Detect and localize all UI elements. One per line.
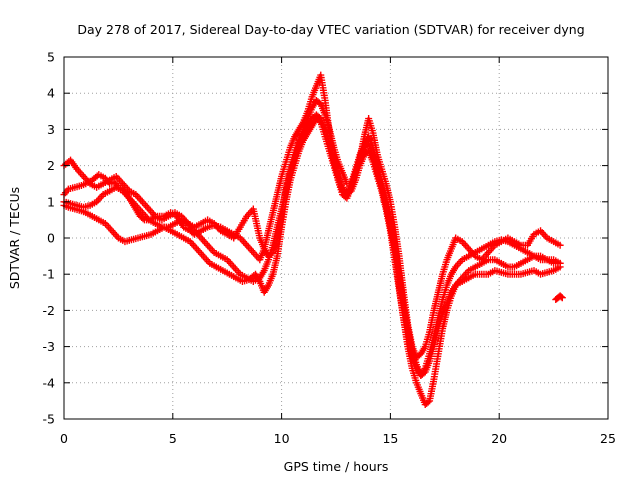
x-tick-label: 15	[382, 431, 398, 446]
x-tick-label: 20	[491, 431, 507, 446]
series-track-4	[60, 96, 564, 361]
data-point-marker	[424, 398, 432, 406]
axis-ticks: 0 5 10 15 20 25 -5 -4 -3 -2 -1 0 1 2 3 4 5	[43, 50, 616, 447]
y-tick-label: 0	[47, 231, 55, 246]
data-points	[60, 71, 566, 409]
grid-lines	[64, 57, 608, 419]
y-tick-label: -5	[43, 412, 55, 427]
data-point-marker	[556, 241, 564, 249]
data-point-marker	[558, 294, 566, 302]
y-tick-label: -2	[43, 303, 55, 318]
y-tick-label: 2	[47, 158, 55, 173]
y-tick-label: -3	[43, 339, 55, 354]
y-axis-label: SDTVAR / TECUs	[7, 187, 22, 289]
y-tick-label: -4	[43, 375, 56, 390]
y-tick-label: 5	[47, 50, 55, 65]
y-tick-label: 1	[47, 194, 55, 209]
y-tick-label: -1	[43, 267, 55, 282]
series-track-5	[552, 292, 566, 304]
data-point-marker	[556, 259, 564, 267]
x-tick-label: 5	[169, 431, 177, 446]
data-point-marker	[557, 293, 565, 301]
x-tick-label: 10	[274, 431, 290, 446]
y-tick-label: 3	[47, 122, 55, 137]
chart-title: Day 278 of 2017, Sidereal Day-to-day VTE…	[77, 22, 584, 37]
data-point-marker	[267, 250, 275, 258]
y-tick-label: 4	[47, 86, 55, 101]
x-axis-label: GPS time / hours	[284, 459, 389, 474]
x-tick-label: 0	[60, 431, 68, 446]
x-tick-label: 25	[600, 431, 616, 446]
